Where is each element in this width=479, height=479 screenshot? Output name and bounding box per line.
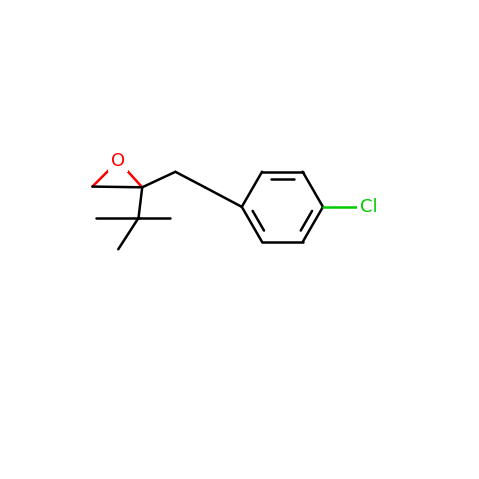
Text: O: O <box>111 152 125 170</box>
Text: Cl: Cl <box>360 198 377 216</box>
